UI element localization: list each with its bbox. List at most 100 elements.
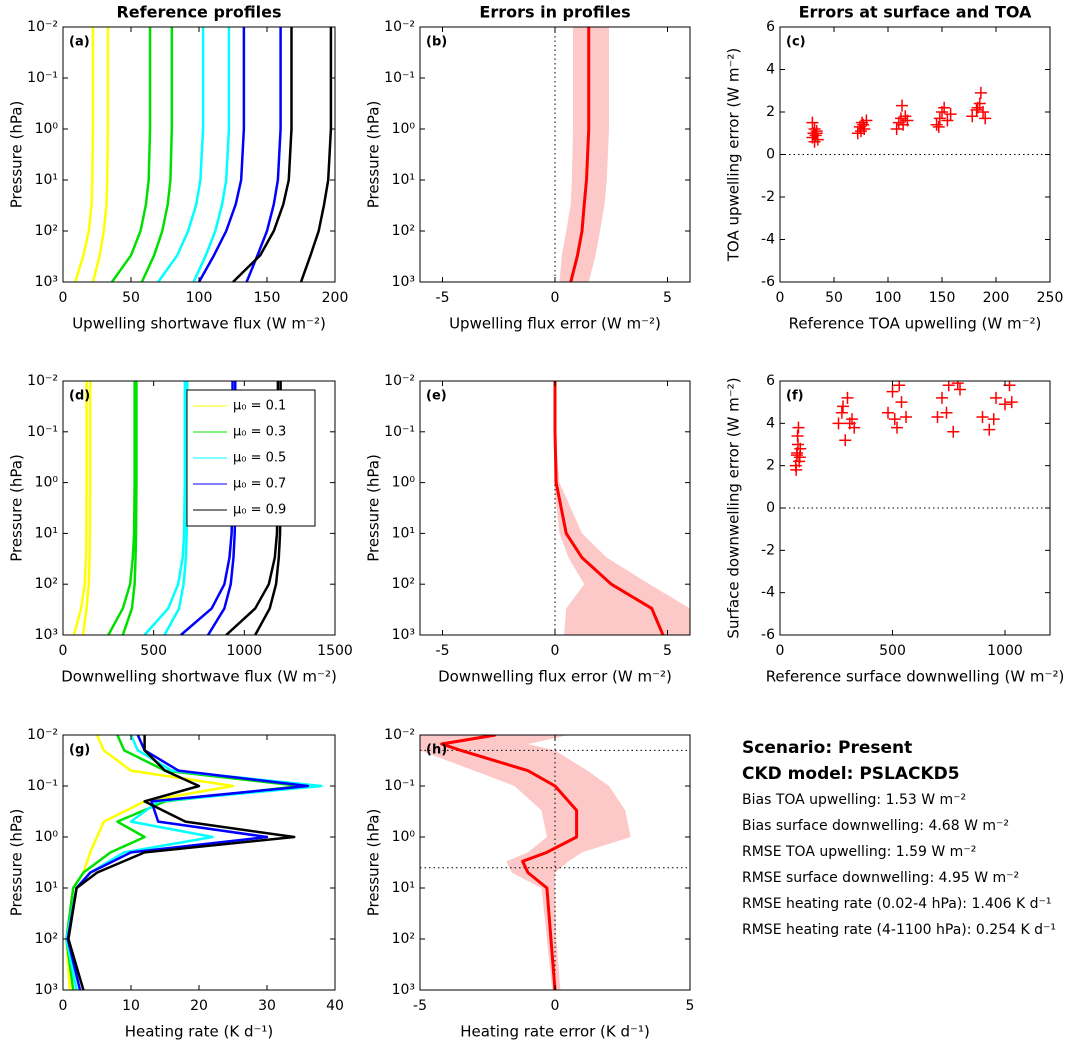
y-tick-label: 10³ <box>35 982 58 998</box>
legend-label: μ₀ = 0.3 <box>233 425 286 440</box>
scatter-point <box>791 430 804 443</box>
panel: 0 500 1000 -6 -4 -2 0 2 4 6 Reference surface down… <box>725 373 1065 686</box>
y-tick-label: 10⁻² <box>27 373 58 389</box>
y-tick-label: -2 <box>761 189 775 205</box>
panel: 0 50 100 150 200 10⁻² 10⁻¹ 10⁰ 10¹ 10² 10³ Upwellin… <box>8 19 349 333</box>
panel: 0 500 1000 1500 10⁻² 10⁻¹ 10⁰ 10¹ 10² 10³ Downwell… <box>8 373 353 686</box>
profile-line <box>81 381 92 635</box>
error-band <box>559 27 609 282</box>
legend: μ₀ = 0.1 μ₀ = 0.3 μ₀ = 0.5 μ₀ = 0.7 μ₀ = 0.9 <box>186 389 316 527</box>
x-tick-label: 50 <box>122 290 140 306</box>
y-tick-label: 10⁻¹ <box>27 424 58 440</box>
plot-area <box>553 381 690 635</box>
scatter-point <box>954 383 966 396</box>
legend-label: μ₀ = 0.1 <box>233 399 286 414</box>
scatter-point <box>951 381 964 390</box>
x-tick-label: 100 <box>186 290 213 306</box>
y-tick-label: 10² <box>35 931 58 947</box>
y-axis-label: Pressure (hPa) <box>365 101 383 209</box>
scatter-point <box>974 86 987 99</box>
y-tick-label: 10¹ <box>35 172 58 188</box>
summary-line: RMSE heating rate (4-1100 hPa): 0.254 K … <box>742 922 1056 938</box>
x-tick-label: 0 <box>776 643 785 659</box>
x-tick-label: 5 <box>686 998 695 1014</box>
axes-frame <box>62 380 336 636</box>
x-tick-label: -5 <box>436 290 450 306</box>
y-tick-label: 10² <box>35 576 58 592</box>
y-tick-label: -2 <box>761 542 775 558</box>
scatter-point <box>792 421 805 434</box>
profile-line <box>74 27 95 282</box>
scatter-point <box>936 391 948 404</box>
panel-label: (d) <box>69 389 90 404</box>
panel-label: (c) <box>786 35 806 50</box>
profile-line <box>232 27 293 282</box>
y-axis-label: Pressure (hPa) <box>365 454 383 562</box>
y-tick-label: 10¹ <box>35 525 58 541</box>
profile-line <box>192 27 231 282</box>
y-tick-label: -4 <box>761 232 775 248</box>
y-tick-label: 10⁰ <box>35 475 59 491</box>
scatter-point <box>839 434 852 447</box>
error-band <box>553 381 690 635</box>
x-tick-label: 1000 <box>227 643 263 659</box>
x-tick-label: 0 <box>59 643 68 659</box>
profile-line <box>91 27 110 282</box>
y-tick-label: 10¹ <box>392 525 415 541</box>
x-tick-label: 1500 <box>317 643 353 659</box>
x-tick-label: 0 <box>551 290 560 306</box>
scatter-point <box>940 406 953 419</box>
panel: -5 0 5 10⁻² 10⁻¹ 10⁰ 10¹ 10² 10³ Heating rate err… <box>365 727 695 1041</box>
plot-area <box>780 381 1050 509</box>
scatter-point <box>888 413 901 426</box>
y-tick-label: 10² <box>35 223 58 239</box>
summary-line: RMSE surface downwelling: 4.95 W m⁻² <box>742 870 1019 886</box>
profile-line <box>299 27 333 282</box>
panel-label: (f) <box>786 389 804 404</box>
scatter-point <box>841 391 854 404</box>
y-tick-label: 10³ <box>392 982 415 998</box>
x-tick-label: 500 <box>140 643 167 659</box>
scatter-point <box>966 110 979 123</box>
y-tick-label: 10⁻² <box>27 19 58 35</box>
panel-label: (h) <box>426 743 447 758</box>
profile-line <box>440 735 579 990</box>
y-tick-label: 10⁰ <box>392 121 416 137</box>
error-band <box>420 735 631 990</box>
scatter-point <box>987 413 1000 426</box>
scatter-point <box>895 396 908 409</box>
x-tick-label: 20 <box>190 998 208 1014</box>
y-tick-label: 10⁻² <box>384 373 415 389</box>
y-tick-label: 6 <box>766 373 775 389</box>
x-axis-label: Reference surface downwelling (W m⁻²) <box>766 668 1065 686</box>
profile-line <box>121 381 138 635</box>
y-tick-label: 10⁰ <box>35 121 59 137</box>
y-tick-label: 10³ <box>35 627 58 643</box>
plot-area <box>74 27 333 282</box>
y-tick-label: 10² <box>392 931 415 947</box>
column-title: Reference profiles <box>116 3 281 22</box>
y-tick-label: -4 <box>761 585 775 601</box>
scatter-point <box>790 463 803 476</box>
scatter-point <box>941 114 954 127</box>
scatter-point <box>851 127 864 140</box>
x-axis-label: Heating rate (K d⁻¹) <box>125 1023 274 1041</box>
scatter-point <box>1005 396 1018 409</box>
x-tick-label: -5 <box>436 643 450 659</box>
x-tick-label: 200 <box>322 290 349 306</box>
x-tick-label: -5 <box>413 998 427 1014</box>
y-tick-label: 10⁻¹ <box>384 424 415 440</box>
scatter-point <box>930 118 943 131</box>
y-tick-label: 10⁻² <box>384 727 415 743</box>
summary-line: Bias TOA upwelling: 1.53 W m⁻² <box>742 792 966 808</box>
x-axis-label: Reference TOA upwelling (W m⁻²) <box>789 315 1042 333</box>
panel-label: (b) <box>426 35 447 50</box>
y-tick-label: 10⁰ <box>392 475 416 491</box>
scatter-point <box>933 112 946 125</box>
x-tick-label: 250 <box>1037 290 1064 306</box>
scatter-point <box>857 118 870 131</box>
y-tick-label: 10⁻¹ <box>27 778 58 794</box>
y-tick-label: 4 <box>766 415 775 431</box>
scatter-point <box>979 112 992 125</box>
